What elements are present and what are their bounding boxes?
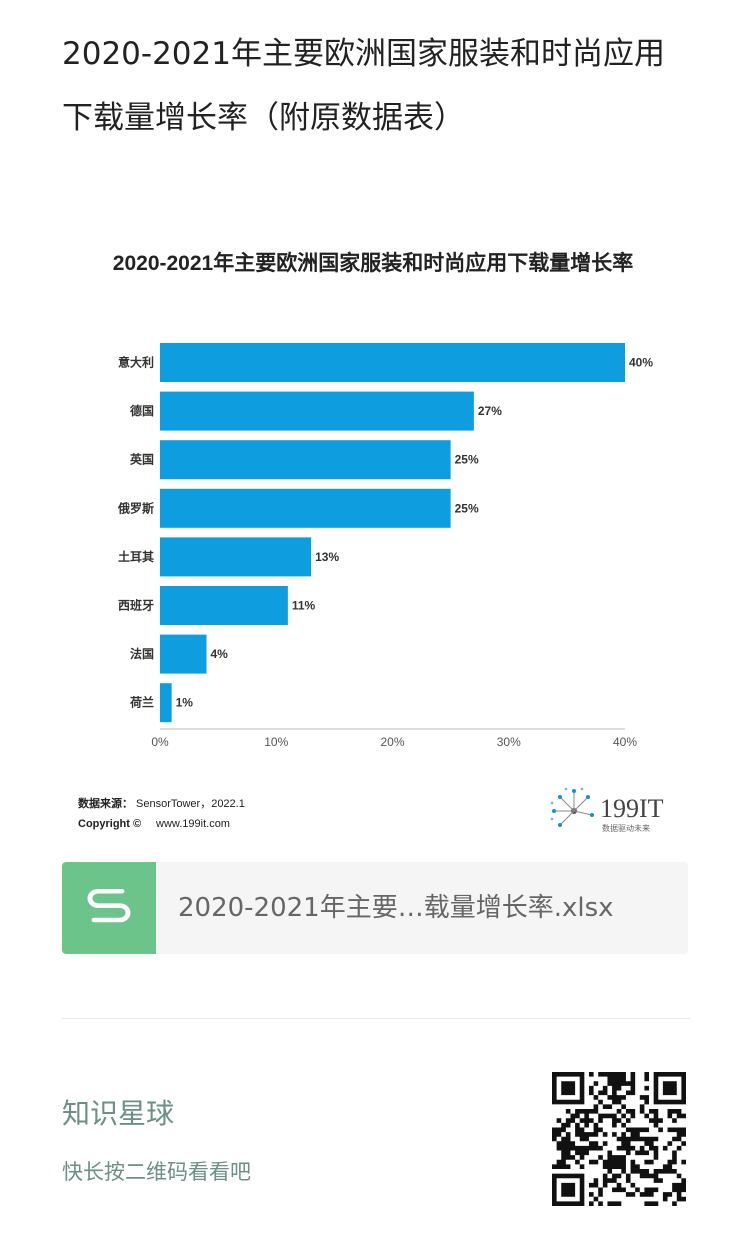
category-label: 西班牙 [118,598,154,613]
attachment-card[interactable]: 2020-2021年主要…载量增长率.xlsx [62,862,688,954]
source-label: 数据来源： [78,796,133,810]
data-label: 13% [315,550,339,564]
x-tick-label: 30% [497,735,521,749]
category-label: 意大利 [118,355,154,370]
file-type-badge [62,862,156,954]
x-tick-label: 40% [613,735,637,749]
dandelion-icon [550,787,594,827]
qr-code-icon[interactable] [552,1072,686,1206]
chart-figure: 2020-2021年主要欧洲国家服装和时尚应用下载量增长率 意大利 40% 德国 27… [62,225,690,850]
bar [160,537,312,577]
category-label: 法国 [130,646,154,661]
x-tick-label: 0% [151,735,169,749]
data-label: 11% [292,599,316,613]
x-tick-label: 10% [264,735,288,749]
data-label: 1% [176,696,194,710]
copyright-label: Copyright © [78,818,141,830]
data-label: 25% [455,501,479,515]
category-label: 俄罗斯 [117,500,154,515]
chart-source-note: 数据来源： SensorTower，2022.1 Copyright © www… [78,796,245,830]
copyright-text: www.199it.com [155,818,230,830]
data-label: 25% [455,453,479,467]
bar-chart: 2020-2021年主要欧洲国家服装和时尚应用下载量增长率 意大利 40% 德国 27… [78,251,664,833]
logo-tagline: 数据驱动未来 [602,823,650,833]
data-label: 4% [211,647,229,661]
bar [160,391,474,431]
bar [160,634,207,674]
file-name[interactable]: 2020-2021年主要…载量增长率.xlsx [178,893,614,923]
bar [160,586,288,625]
qr-code-graphic [552,1072,686,1206]
planet-hint: 快长按二维码看看吧 [62,1160,251,1184]
category-label: 英国 [130,452,154,467]
logo-text: 199IT [600,794,664,823]
category-label: 德国 [130,403,154,418]
bar [160,683,172,723]
planet-title: 知识星球 [62,1097,175,1130]
category-label: 土耳其 [118,549,154,564]
bar [160,343,625,382]
category-label: 荷兰 [129,695,154,710]
page-title: 2020-2021年主要欧洲国家服装和时尚应用下载量增长率（附原数据表） [62,36,665,136]
data-label: 27% [478,404,502,418]
chart-title: 2020-2021年主要欧洲国家服装和时尚应用下载量增长率 [113,251,633,275]
x-tick-label: 20% [380,735,404,749]
data-label: 40% [629,356,653,370]
spreadsheet-icon [87,888,131,923]
logo-199it: 199IT 数据驱动未来 [550,787,664,833]
source-text: SensorTower，2022.1 [136,798,245,810]
divider [62,1018,690,1019]
bar [160,440,451,480]
bar [160,488,451,528]
